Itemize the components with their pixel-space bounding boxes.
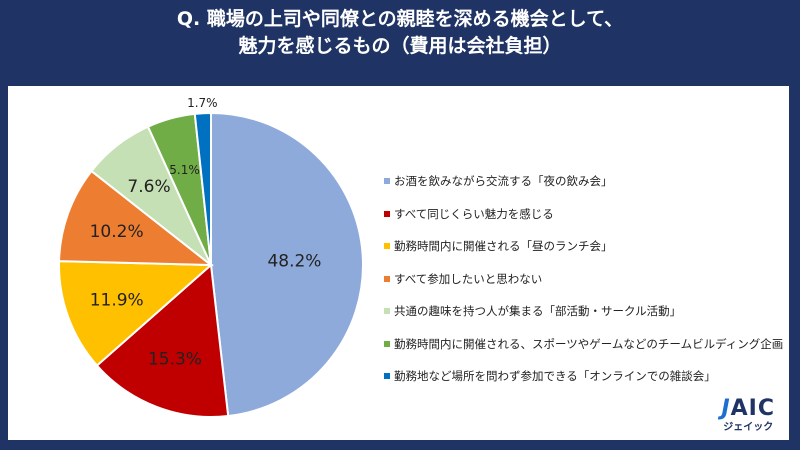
data-label: 15.3%: [148, 350, 202, 370]
legend-label: お酒を飲みながら交流する「夜の飲み会」: [394, 174, 613, 189]
chart-title: Q. 職場の上司や同僚との親睦を深める機会として、 魅力を感じるもの（費用は会社…: [0, 6, 800, 60]
legend: お酒を飲みながら交流する「夜の飲み会」 すべて同じくらい魅力を感じる勤務時間内に開…: [384, 165, 783, 393]
legend-item: すべて参加したいと思わない: [384, 263, 783, 296]
legend-item: 勤務時間内に開催される「昼のランチ会」: [384, 230, 783, 263]
pie-slice: [95, 262, 230, 418]
legend-swatch: [384, 210, 390, 217]
data-label: 1.7%: [187, 96, 218, 110]
logo-mark: JAIC: [721, 396, 775, 421]
legend-swatch: [384, 340, 390, 347]
legend-label: 勤務時間内に開催される、スポーツやゲームなどのチームビルディング企画: [394, 336, 784, 351]
pie-chart: 48.2% 15.3% 11.9% 10.2% 7.6%5.1% 1.7%: [58, 96, 364, 418]
data-label: 11.9%: [90, 290, 144, 310]
chart-panel: 48.2% 15.3% 11.9% 10.2% 7.6% 5.1% 1.7% お酒を飲みなが…: [8, 86, 789, 440]
pie-slice: [210, 111, 364, 418]
legend-item: すべて同じくらい魅力を感じる: [384, 198, 783, 231]
data-label: 5.1%: [169, 163, 200, 177]
legend-swatch: [384, 308, 390, 315]
legend-swatch: [384, 275, 390, 282]
title-line-1: Q. 職場の上司や同僚との親睦を深める機会として、: [176, 8, 624, 30]
legend-swatch: [384, 373, 390, 380]
pie-slice: [58, 260, 214, 367]
legend-label: すべて参加したいと思わない: [394, 271, 543, 286]
legend-item: 勤務時間内に開催される、スポーツやゲームなどのチームビルディング企画: [384, 328, 783, 361]
legend-label: 共通の趣味を持つ人が集まる「部活動・サークル活動」: [394, 304, 682, 319]
pie-slice: [193, 111, 212, 266]
legend-swatch: [384, 178, 390, 185]
logo-kana: ジェイック: [723, 422, 774, 433]
data-label: 7.6%: [127, 177, 170, 197]
legend-item: お酒を飲みながら交流する「夜の飲み会」: [384, 165, 783, 198]
legend-item: 共通の趣味を持つ人が集まる「部活動・サークル活動」: [384, 295, 783, 328]
legend-item: 勤務地など場所を問わず参加できる「オンラインでの雑談会」: [384, 360, 783, 393]
legend-label: 勤務時間内に開催される「昼のランチ会」: [394, 239, 613, 254]
data-label: 10.2%: [90, 222, 144, 242]
legend-label: すべて同じくらい魅力を感じる: [394, 206, 554, 221]
data-label: 48.2%: [267, 251, 321, 271]
jaic-logo: JAIC ジェイック: [721, 397, 775, 434]
legend-swatch: [384, 243, 390, 250]
pie-slice: [58, 169, 214, 267]
title-line-2: 魅力を感じるもの（費用は会社負担）: [238, 35, 562, 57]
legend-label: 勤務地など場所を問わず参加できる「オンラインでの雑談会」: [394, 369, 716, 384]
